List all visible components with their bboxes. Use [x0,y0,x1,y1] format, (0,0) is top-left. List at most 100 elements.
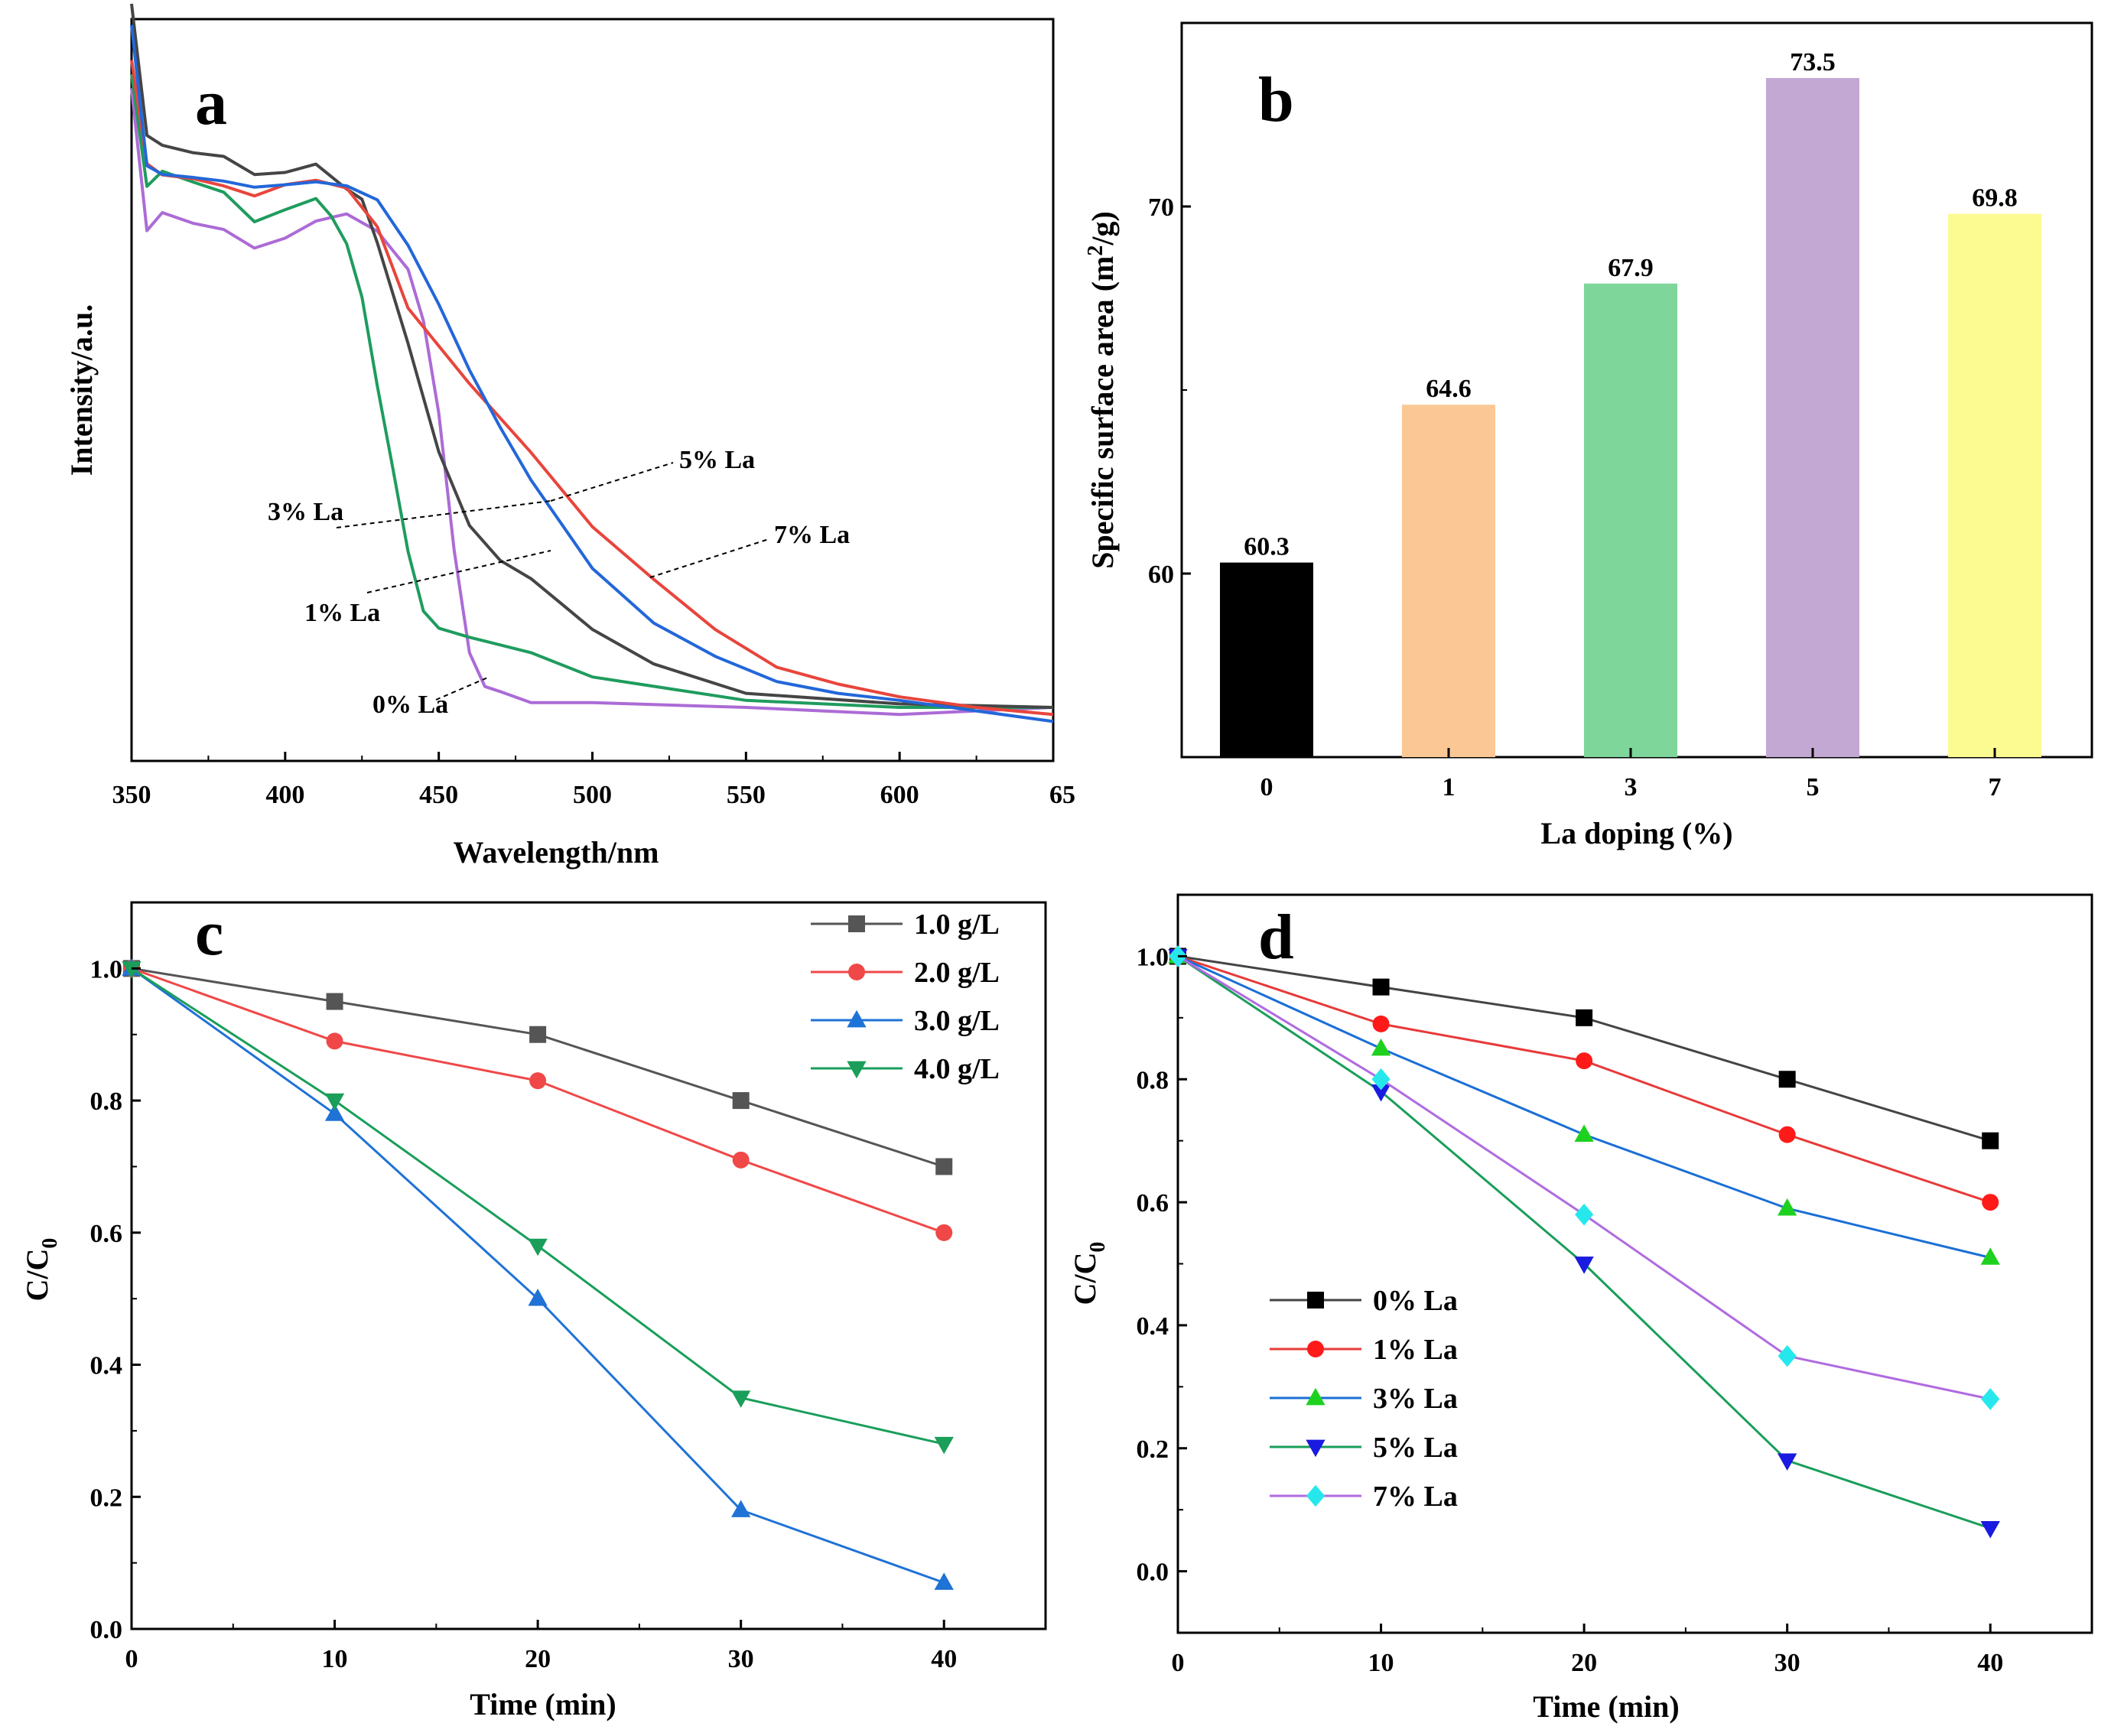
panel-b-y-tick-label: 70 [1148,193,1174,222]
panel-d-point-0la [1372,978,1390,996]
panel-d-series-line-1la [1177,954,1991,1204]
panel-a-x-tick-label: 65 [1049,781,1075,809]
panel-c-point-10gl [326,993,343,1010]
panel-b-bars: 60.3 64.6 67.9 73.5 69.8 [1220,48,2041,758]
panel-a-annotation-1la: 1% La [304,599,380,627]
panel-d-x-tick-label: 40 [1977,1649,2003,1677]
panel-b-value-label-3: 67.9 [1608,254,1654,282]
panel-d-point-0la [1982,1132,1999,1149]
panel-c-x-tick-label: 10 [322,1645,348,1673]
panel-d-point-5la [1371,1084,1391,1102]
panel-c-x-tick-label: 40 [931,1645,957,1673]
panel-a-xlabel: Wavelength/nm [454,835,659,870]
panel-b-bar-0 [1220,562,1313,757]
panel-a-curves [130,3,1054,723]
panel-c-legend-label-40gl: 4.0 g/L [914,1053,1000,1085]
panel-b-surface-area-bars: b 60.3 64.6 67.9 73.5 69.8 0 1 3 5 7 60 70 La dopi… [1084,21,2093,850]
panel-a-annotation-0la: 0% La [372,691,448,719]
panel-c-ylabel: C/C0 [20,1238,62,1302]
panel-d-legend: 0% La 1% La 3% La 5% La 7% La [1270,1285,1458,1513]
panel-d-legend-label-1la: 1% La [1373,1334,1458,1366]
panel-d-x-tick-label: 10 [1368,1649,1394,1677]
panel-a-annotation-5la: 5% La [679,446,755,474]
panel-c-ylabel-main: C/C [20,1249,54,1302]
panel-a-curve-7la [130,24,1054,723]
panel-c-y-tick-label: 0.8 [90,1087,123,1116]
panel-d-series-line-5la [1177,955,1991,1530]
panel-a-x-ticks: 350 400 450 500 550 600 65 [112,752,1075,809]
panel-c-point-30gl [528,1288,548,1306]
panel-b-value-label-7: 69.8 [1972,184,2018,213]
panel-b-ylabel-sup: 2 [1084,245,1108,256]
panel-b-value-label-1: 64.6 [1426,375,1472,403]
panel-c-y-tick-label: 0.2 [90,1484,123,1512]
panel-a-curve-3la [130,3,1054,709]
panel-c-legend: 1.0 g/L 2.0 g/L 3.0 g/L 4.0 g/L [811,909,1000,1085]
panel-c-y-tick-label: 1.0 [90,955,123,983]
panel-d-series-line-0la [1177,954,1991,1143]
panel-c-frame [130,901,1047,1630]
panel-c-point-40gl [934,1436,954,1455]
panel-d-point-0la [1576,1009,1593,1026]
panel-d-frame [1176,893,2093,1634]
panel-c-series-line-20gl [131,967,945,1234]
panel-a-x-tick-label: 550 [727,781,766,809]
panel-c-point-20gl [326,1032,343,1050]
panel-d-legend-label-3la: 3% La [1373,1383,1458,1415]
panel-b-x-tick-label: 5 [1807,773,1820,801]
panel-d-y-tick-label: 0.4 [1137,1312,1169,1341]
panel-a-ylabel: Intensity/a.u. [64,304,99,476]
panel-a-x-tick-label: 450 [419,781,458,809]
panel-d-ylabel-sub: 0 [1086,1242,1110,1253]
panel-a-annotation-leader-1 [366,550,551,593]
panel-c-letter: c [195,898,223,969]
panel-c-legend-marker-40gl [847,1061,867,1079]
panel-c-ylabel-sub: 0 [38,1238,62,1249]
panel-d-point-7la [1575,1203,1594,1226]
panel-b-bar-1 [1402,405,1495,757]
panel-a-uv-vis-spectra: a 350 400 450 500 550 600 65 Wavelength/nm Int… [64,3,1075,870]
panel-d-point-7la [1371,1068,1391,1091]
panel-a-annotation-7la: 7% La [774,521,850,549]
panel-a-annotation-leader-0 [435,676,490,701]
panel-b-value-label-0: 60.3 [1244,533,1290,561]
panel-c-x-tick-label: 30 [728,1645,754,1673]
panel-d-x-tick-label: 20 [1571,1649,1597,1677]
panel-d-point-5la [1980,1520,2000,1539]
panel-d-point-3la [1574,1124,1594,1142]
panel-d-point-3la [1371,1038,1391,1056]
panel-d-point-7la [1778,1344,1797,1367]
panel-d-legend-marker-5la [1306,1439,1325,1458]
panel-a-x-tick-label: 350 [112,781,151,809]
panel-c-legend-marker-10gl [848,915,865,932]
panel-d-point-1la [1778,1126,1796,1143]
panel-a-annotation-leader-3 [336,500,551,528]
panel-a-annotation-leader-5 [550,462,674,502]
panel-a-x-tick-label: 600 [880,781,919,809]
panel-d-legend-marker-3la [1306,1387,1325,1406]
panel-a-annotation-leader-7 [649,538,769,578]
panel-d-y-tick-label: 0.2 [1137,1435,1169,1464]
panel-b-x-tick-label: 0 [1260,773,1273,801]
panel-a-curve-0la [130,88,1054,717]
panel-b-x-tick-label: 1 [1443,773,1456,801]
panel-d-legend-marker-7la [1306,1484,1325,1507]
panel-a-frame [130,18,1055,762]
panel-b-letter: b [1258,64,1294,135]
panel-c-series-line-30gl [131,967,945,1584]
panel-c-plot [122,958,954,1590]
panel-c-x-tick-label: 0 [125,1645,138,1673]
panel-c-y-tick-label: 0.4 [90,1352,123,1380]
panel-d-legend-label-5la: 5% La [1373,1432,1458,1464]
panel-a-letter: a [195,67,227,138]
panel-b-bar-7 [1948,213,2041,758]
panel-c-ticks: 0 10 20 30 40 0.0 0.2 0.4 0.6 0.8 1.0 [90,955,958,1673]
panel-c-point-30gl [731,1500,751,1517]
panel-d-legend-marker-0la [1307,1292,1324,1309]
panel-d-letter: d [1258,902,1294,973]
panel-d-point-3la [1980,1247,2000,1265]
panel-b-ylabel-end: /g) [1085,211,1120,245]
panel-c-point-20gl [732,1151,750,1169]
panel-b-bar-3 [1584,283,1677,757]
panel-d-y-tick-label: 0.6 [1137,1189,1169,1217]
